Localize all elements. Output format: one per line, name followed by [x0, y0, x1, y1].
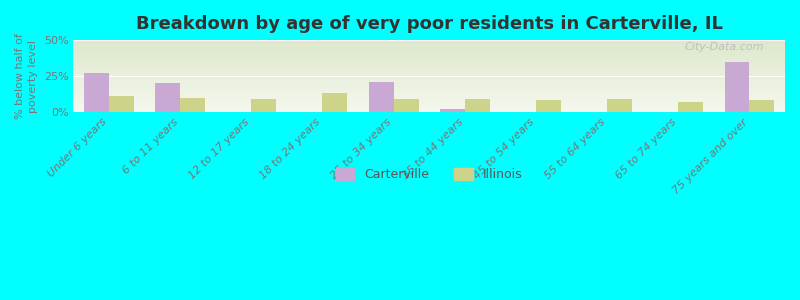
Bar	[536, 100, 561, 112]
Bar	[155, 83, 180, 112]
Legend: Carterville, Illinois: Carterville, Illinois	[330, 163, 528, 186]
Title: Breakdown by age of very poor residents in Carterville, IL: Breakdown by age of very poor residents …	[136, 15, 722, 33]
Bar	[369, 82, 394, 112]
Bar	[84, 73, 109, 112]
Bar	[440, 109, 465, 112]
Bar	[750, 100, 774, 112]
Bar	[109, 96, 134, 112]
Bar	[322, 93, 347, 112]
Bar	[607, 99, 632, 112]
Y-axis label: % below half of
poverty level: % below half of poverty level	[15, 33, 38, 119]
Text: City-Data.com: City-Data.com	[684, 42, 764, 52]
Bar	[725, 61, 750, 112]
Bar	[394, 99, 418, 112]
Bar	[180, 98, 205, 112]
Bar	[678, 102, 703, 112]
Bar	[251, 99, 276, 112]
Bar	[465, 99, 490, 112]
